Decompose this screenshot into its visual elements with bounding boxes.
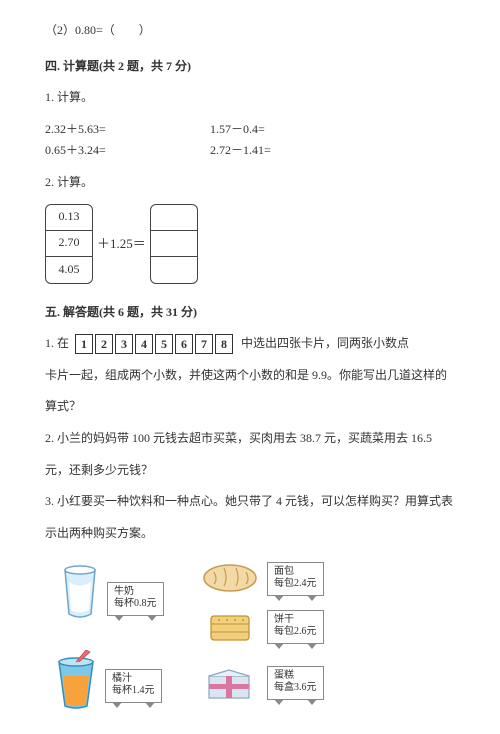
calc-row-1: 2.32＋5.63= 1.57－0.4= <box>45 119 455 141</box>
milk-name: 牛奶 <box>114 586 157 598</box>
cake-name: 蛋糕 <box>274 670 317 682</box>
cookie-price: 每包2.6元 <box>274 626 317 638</box>
stack-left: 0.13 2.70 4.05 <box>45 204 93 284</box>
juice-name: 橘汁 <box>112 673 155 685</box>
bread-name: 面包 <box>274 566 317 578</box>
cookie-name: 饼干 <box>274 614 317 626</box>
box-operator: ＋1.25＝ <box>97 232 146 255</box>
cell-blank-0 <box>151 205 197 231</box>
s5-q1-line1: 1. 在 1 2 3 4 5 6 7 8 中选出四张卡片，同两张小数点 <box>45 333 455 355</box>
card-7: 7 <box>195 334 213 354</box>
section-5-title: 五. 解答题(共 6 题，共 31 分) <box>45 302 455 324</box>
card-6: 6 <box>175 334 193 354</box>
cell-blank-2 <box>151 257 197 283</box>
milk-tag: 牛奶 每杯0.8元 <box>107 582 164 616</box>
q1-pre: 1. 在 <box>45 336 69 350</box>
s5-q3-line1: 3. 小红要买一种饮料和一种点心。她只带了 4 元钱，可以怎样购买？用算式表 <box>45 491 455 513</box>
cell-0: 0.13 <box>46 205 92 231</box>
calc-2-left: 0.65＋3.24= <box>45 140 210 162</box>
q1-post: 中选出四张卡片，同两张小数点 <box>241 336 409 350</box>
cookie-icon <box>205 610 255 646</box>
calc-1-left: 2.32＋5.63= <box>45 119 210 141</box>
card-1: 1 <box>75 334 93 354</box>
card-8: 8 <box>215 334 233 354</box>
s5-q1-line2: 卡片一起，组成两个小数，并使这两个小数的和是 9.9。你能写出几道这样的 <box>45 365 455 387</box>
cookie-tag: 饼干 每包2.6元 <box>267 610 324 644</box>
stack-right <box>150 204 198 284</box>
cell-blank-1 <box>151 231 197 257</box>
juice-icon <box>51 650 101 712</box>
card-5: 5 <box>155 334 173 354</box>
juice-price: 每杯1.4元 <box>112 685 155 697</box>
card-3: 3 <box>115 334 133 354</box>
section-4-title: 四. 计算题(共 2 题，共 7 分) <box>45 56 455 78</box>
box-equation: 0.13 2.70 4.05 ＋1.25＝ <box>45 204 455 284</box>
number-cards: 1 2 3 4 5 6 7 8 <box>75 334 235 354</box>
juice-tag: 橘汁 每杯1.4元 <box>105 669 162 703</box>
milk-icon <box>55 562 105 622</box>
s5-q1-line3: 算式？ <box>45 396 455 418</box>
cell-2: 4.05 <box>46 257 92 283</box>
cake-icon <box>203 666 255 704</box>
card-4: 4 <box>135 334 153 354</box>
bread-price: 每包2.4元 <box>274 578 317 590</box>
s5-q2-line2: 元，还剩多少元钱？ <box>45 460 455 482</box>
s4-q1-label: 1. 计算。 <box>45 87 455 109</box>
s5-q2-line1: 2. 小兰的妈妈带 100 元钱去超市买菜，买肉用去 38.7 元，买蔬菜用去 … <box>45 428 455 450</box>
bread-tag: 面包 每包2.4元 <box>267 562 324 596</box>
calc-2-right: 2.72－1.41= <box>210 140 350 162</box>
calc-row-2: 0.65＋3.24= 2.72－1.41= <box>45 140 455 162</box>
prev-question: （2）0.80=（ ） <box>45 20 455 42</box>
cake-price: 每盒3.6元 <box>274 682 317 694</box>
s4-q2-label: 2. 计算。 <box>45 172 455 194</box>
calc-1-right: 1.57－0.4= <box>210 119 350 141</box>
cake-tag: 蛋糕 每盒3.6元 <box>267 666 324 700</box>
shop-items: 牛奶 每杯0.8元 面包 每包2.4元 饼干 每包2.6元 橘汁 每杯1.4元 … <box>45 554 405 734</box>
s5-q3-line2: 示出两种购买方案。 <box>45 523 455 545</box>
bread-icon <box>200 558 260 596</box>
card-2: 2 <box>95 334 113 354</box>
cell-1: 2.70 <box>46 231 92 257</box>
milk-price: 每杯0.8元 <box>114 598 157 610</box>
